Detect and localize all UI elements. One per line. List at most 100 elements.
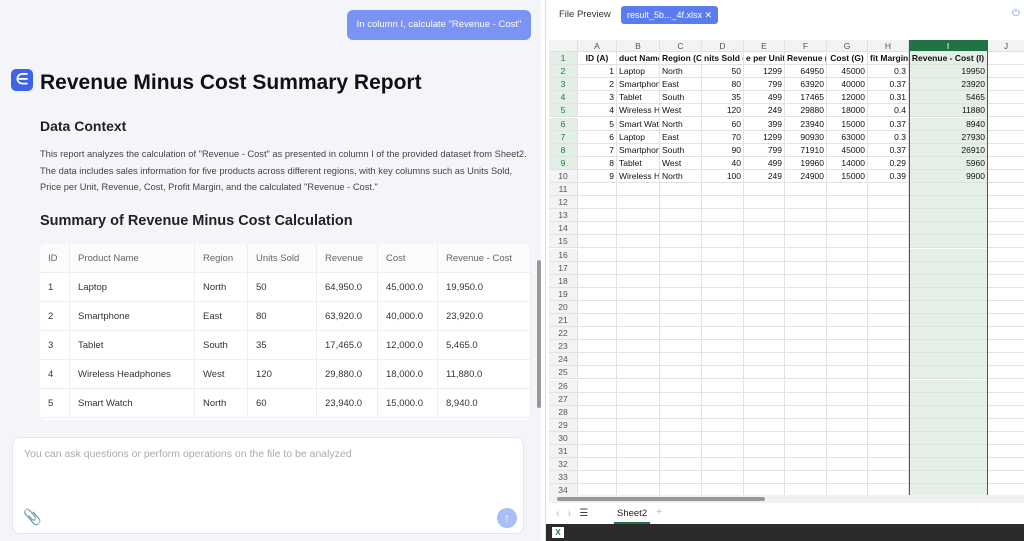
input-box[interactable]: You can ask questions or perform operati… — [12, 437, 524, 534]
sheet-cell — [702, 209, 744, 223]
selection-border — [909, 40, 988, 497]
sheet-cell — [617, 431, 660, 445]
sheet-cell — [744, 353, 785, 367]
sheet-cell: 120 — [702, 104, 744, 118]
sheet-cell — [660, 222, 702, 236]
sheet-cell: 399 — [744, 117, 785, 131]
sheet-cell — [617, 222, 660, 236]
sheet-cell — [868, 248, 909, 262]
sheet-cell: 0.39 — [868, 169, 909, 183]
sheet-cell — [785, 248, 827, 262]
sheet-cell — [988, 405, 1024, 419]
sheet-cell — [827, 183, 868, 196]
row-number: 24 — [549, 353, 578, 367]
sheet-cell — [617, 248, 660, 262]
sheet-cell — [744, 431, 785, 445]
column-header: C — [660, 40, 702, 52]
sheet-cell: 0.37 — [868, 117, 909, 131]
sheet-nav[interactable]: ‹ › ☰ — [556, 508, 589, 519]
sheet-cell: North — [660, 169, 702, 183]
row-number: 28 — [549, 405, 578, 419]
corner — [549, 40, 578, 52]
row-number: 3 — [549, 78, 578, 92]
table-header-cell: Units Sold — [248, 244, 317, 273]
sheet-cell: ID (A) — [578, 52, 617, 65]
sheet-cell — [988, 248, 1024, 262]
sheet-cell — [617, 405, 660, 419]
power-icon[interactable]: ⏻ — [1012, 8, 1020, 19]
sheet-cell: North — [660, 65, 702, 79]
sheet-cell: South — [660, 91, 702, 105]
table-cell: Tablet — [70, 331, 195, 360]
sheet-cell — [578, 274, 617, 288]
column-header: F — [785, 40, 827, 52]
row-number: 33 — [549, 471, 578, 485]
sheet-cell — [785, 261, 827, 275]
sheet-cell: 100 — [702, 169, 744, 183]
sheet-cell — [744, 287, 785, 301]
sheet-cell — [660, 379, 702, 393]
sheet-cell: North — [660, 117, 702, 131]
row-number: 26 — [549, 379, 578, 393]
sheet-cell — [827, 248, 868, 262]
sheet-cell — [578, 314, 617, 327]
sheet-cell — [868, 405, 909, 419]
row-number: 27 — [549, 392, 578, 406]
sheet-cell — [827, 261, 868, 275]
sheet-cell — [660, 353, 702, 367]
table-header-cell: Cost — [378, 244, 438, 273]
sheet-cell: 8 — [578, 156, 617, 170]
attach-button[interactable]: 📎 — [23, 509, 42, 526]
sheet-cell — [702, 405, 744, 419]
sheet-cell: 799 — [744, 78, 785, 92]
sheet-cell — [702, 366, 744, 380]
column-header: J — [988, 40, 1024, 52]
sheet-cell — [744, 366, 785, 380]
table-cell: 63,920.0 — [317, 302, 378, 331]
row-number: 20 — [549, 300, 578, 314]
table-cell: 18,000.0 — [378, 360, 438, 389]
sheet-cell: 35 — [702, 91, 744, 105]
file-tab[interactable]: result_5b..._4f.xlsx ✕ — [621, 6, 719, 24]
sheet-cell: Tablet — [617, 156, 660, 170]
sheet-cell — [785, 340, 827, 354]
sheet-cell — [868, 274, 909, 288]
row-number: 7 — [549, 130, 578, 144]
sheet-cell — [988, 52, 1024, 65]
sheet-cell — [744, 458, 785, 472]
row-number: 30 — [549, 431, 578, 445]
sheet-cell — [827, 471, 868, 485]
add-sheet[interactable]: + — [656, 506, 663, 518]
send-button[interactable]: ↑ — [497, 508, 517, 528]
sheet-cell — [988, 78, 1024, 92]
sheet-cell — [660, 431, 702, 445]
sheet-cell — [660, 445, 702, 458]
preview-label: File Preview — [559, 9, 611, 20]
sheet-cell — [578, 431, 617, 445]
sheet-cell — [702, 392, 744, 406]
sheet-cell: 9 — [578, 169, 617, 183]
sheet-cell: 249 — [744, 169, 785, 183]
sheet-cell: e per Unit — [744, 52, 785, 65]
sheet-cell — [988, 353, 1024, 367]
sheet-cell — [988, 222, 1024, 236]
table-header-cell: ID — [40, 244, 70, 273]
table-cell: East — [195, 302, 248, 331]
file-tab-label: result_5b..._4f.xlsx — [627, 10, 703, 20]
sheet-tab[interactable]: Sheet2 — [614, 506, 651, 524]
row-number: 18 — [549, 274, 578, 288]
sheet-cell: 19960 — [785, 156, 827, 170]
table-cell: 23,920.0 — [438, 302, 531, 331]
row-number: 21 — [549, 314, 578, 327]
sheet-cell — [785, 183, 827, 196]
sheet-cell — [744, 222, 785, 236]
sheet-cell — [988, 183, 1024, 196]
sheet-cell: Region (C) — [660, 52, 702, 65]
table-cell: 40,000.0 — [378, 302, 438, 331]
sheet-cell — [827, 327, 868, 341]
sheet-cell: 40 — [702, 156, 744, 170]
sheet-cell — [660, 248, 702, 262]
sheet-cell — [578, 196, 617, 210]
sheet-cell — [702, 445, 744, 458]
